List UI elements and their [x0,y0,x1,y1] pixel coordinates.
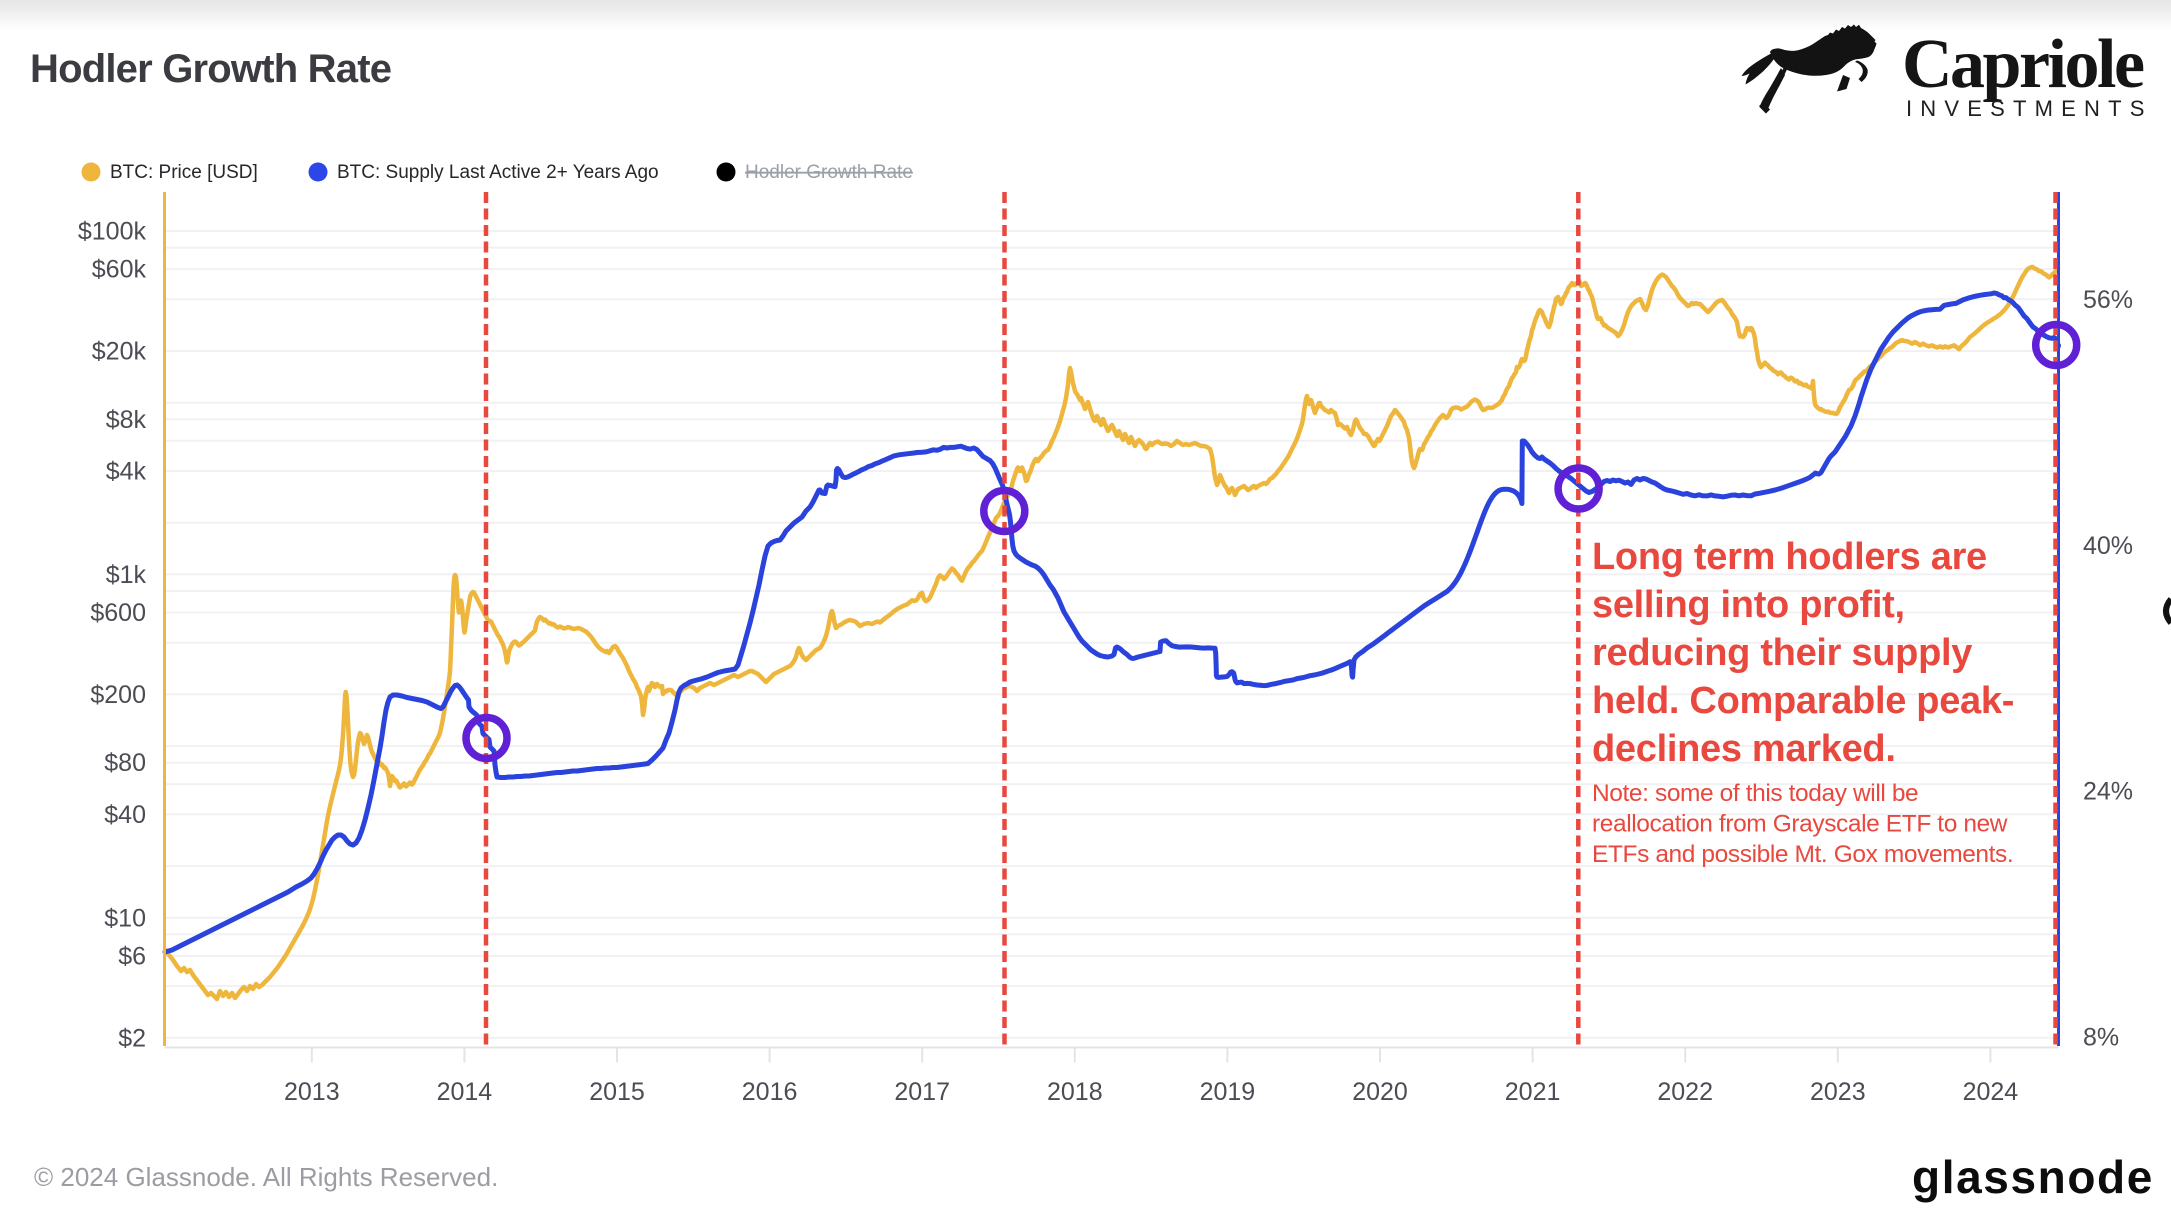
svg-text:$20k: $20k [92,338,147,366]
svg-text:reallocation from Grayscale ET: reallocation from Grayscale ETF to new [1592,811,2008,838]
svg-text:held. Comparable peak-: held. Comparable peak- [1592,680,2014,722]
svg-text:Long term hodlers are: Long term hodlers are [1592,536,1987,578]
svg-text:$40: $40 [104,801,146,829]
svg-text:2020: 2020 [1352,1078,1408,1106]
svg-text:2016: 2016 [742,1078,798,1106]
svg-text:$6: $6 [118,942,146,970]
svg-text:$1k: $1k [106,561,147,589]
svg-text:8%: 8% [2083,1024,2119,1052]
svg-text:$100k: $100k [78,218,147,246]
svg-text:glassnode: glassnode [1912,1151,2154,1203]
svg-text:2013: 2013 [284,1078,340,1106]
svg-text:reducing their supply: reducing their supply [1592,632,1972,674]
svg-text:$80: $80 [104,749,146,777]
svg-text:BTC: Price [USD]: BTC: Price [USD] [110,162,258,183]
svg-text:$10: $10 [104,904,146,932]
svg-text:Hodler Growth Rate: Hodler Growth Rate [30,47,391,91]
svg-text:2014: 2014 [437,1078,493,1106]
svg-text:2017: 2017 [894,1078,950,1106]
svg-text:© 2024 Glassnode. All Rights R: © 2024 Glassnode. All Rights Reserved. [34,1162,498,1192]
svg-text:Note: some of this today will: Note: some of this today will be [1592,780,1918,807]
svg-text:2021: 2021 [1505,1078,1561,1106]
svg-text:2023: 2023 [1810,1078,1866,1106]
svg-text:$60k: $60k [92,256,147,284]
svg-text:declines marked.: declines marked. [1592,728,1896,770]
svg-text:$4k: $4k [106,458,147,486]
svg-text:$600: $600 [90,599,146,627]
svg-text:ETFs and possible Mt. Gox move: ETFs and possible Mt. Gox movements. [1592,841,2013,868]
svg-text:2022: 2022 [1657,1078,1713,1106]
svg-text:2019: 2019 [1200,1078,1256,1106]
svg-text:Capriole: Capriole [1902,26,2144,103]
svg-text:2015: 2015 [589,1078,645,1106]
svg-text:2018: 2018 [1047,1078,1103,1106]
svg-text:40%: 40% [2083,532,2133,560]
svg-text:BTC: Supply Last Active 2+ Yea: BTC: Supply Last Active 2+ Years Ago [337,162,659,183]
svg-text:24%: 24% [2083,778,2133,806]
svg-text:2024: 2024 [1963,1078,2019,1106]
svg-text:selling into profit,: selling into profit, [1592,584,1905,626]
svg-text:$2: $2 [118,1024,146,1052]
svg-text:56%: 56% [2083,286,2133,314]
svg-text:$200: $200 [90,681,146,709]
svg-text:Hodler Growth Rate: Hodler Growth Rate [745,162,913,183]
svg-text:$8k: $8k [106,406,147,434]
svg-text:INVESTMENTS: INVESTMENTS [1906,96,2153,121]
